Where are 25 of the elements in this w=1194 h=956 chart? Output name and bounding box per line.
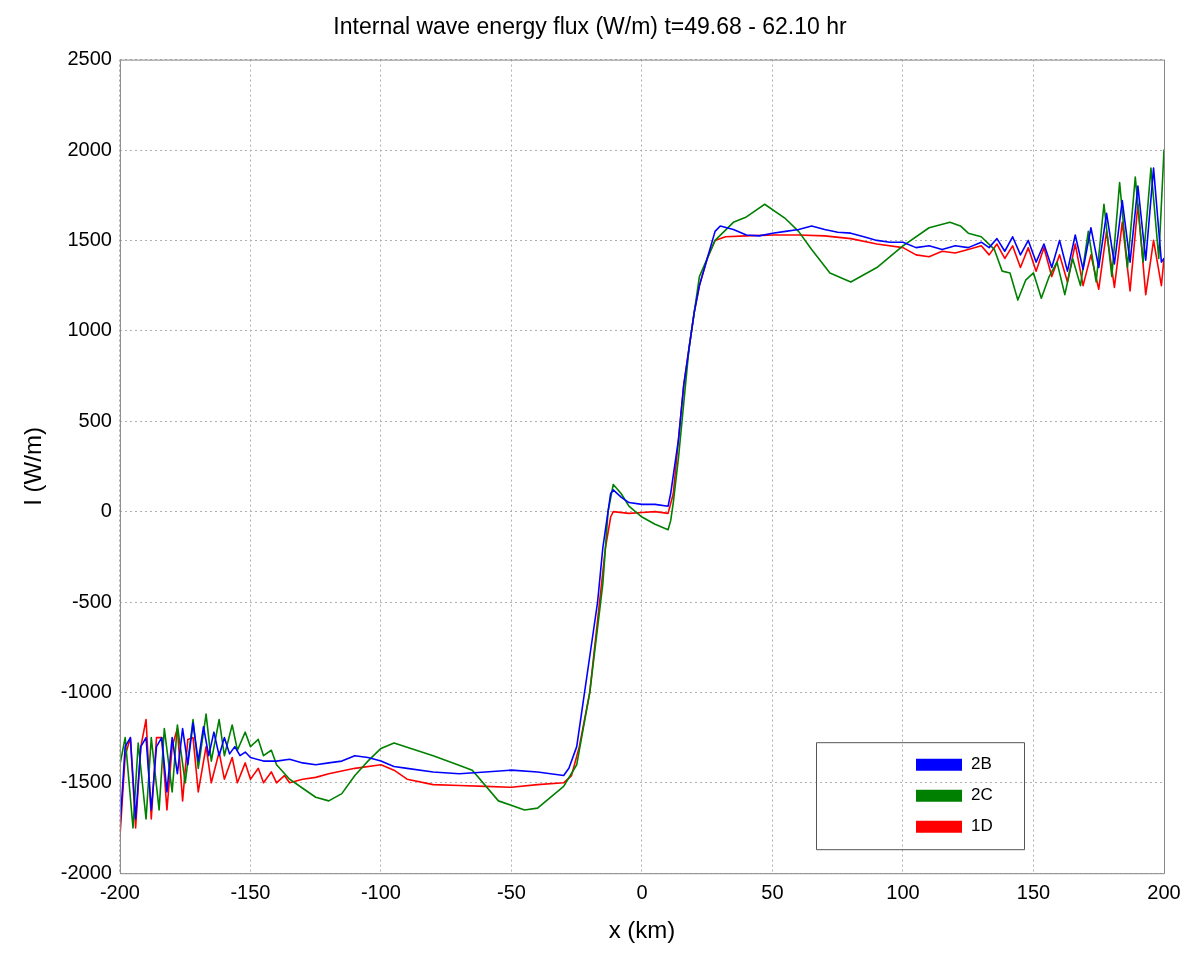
x-tick-label: 200	[1147, 880, 1181, 903]
x-tick-label: -50	[497, 880, 526, 903]
x-tick-label: 100	[886, 880, 920, 903]
x-axis-title: x (km)	[608, 916, 676, 944]
x-tick-label: 50	[761, 880, 784, 903]
y-tick-label: 500	[78, 408, 112, 431]
legend-label: 2B	[971, 754, 992, 774]
y-axis-title: I (W/m)	[19, 427, 47, 506]
x-tick-label: 150	[1016, 880, 1051, 903]
x-tick-label: 0	[636, 880, 648, 903]
y-tick-label: 1000	[67, 318, 112, 341]
legend-label: 1D	[971, 816, 993, 836]
x-tick-label: -100	[360, 880, 401, 903]
y-tick-label: 1500	[67, 227, 112, 250]
legend-label: 2C	[971, 785, 993, 805]
y-tick-label: -500	[71, 589, 112, 612]
y-tick-label: -1500	[60, 770, 112, 793]
x-tick-label: -150	[230, 880, 271, 903]
y-tick-label: 2500	[67, 47, 112, 70]
y-tick-label: 2000	[67, 137, 112, 160]
y-tick-label: 0	[100, 499, 112, 522]
chart-title: Internal wave energy flux (W/m) t=49.68 - 62.10 hr	[333, 13, 847, 40]
x-tick-label: -200	[99, 880, 140, 903]
y-tick-label: -1000	[60, 679, 112, 702]
y-tick-label: -2000	[60, 860, 112, 883]
